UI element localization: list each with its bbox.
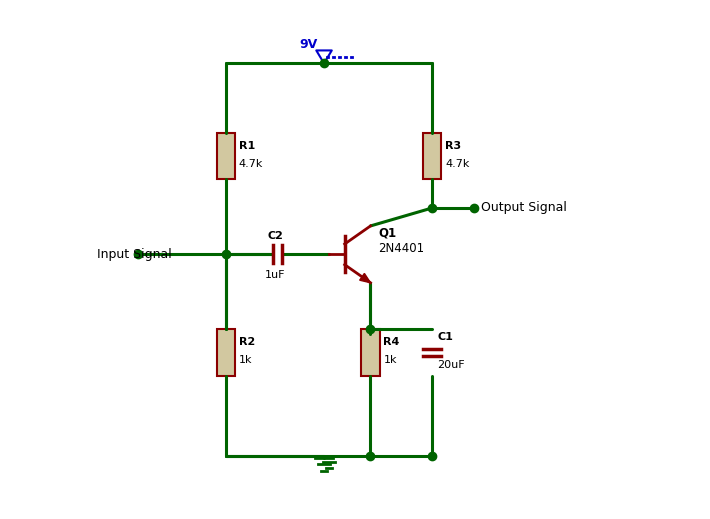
Text: C1: C1 [437,332,454,342]
Bar [217,329,235,376]
Text: R3: R3 [445,141,462,151]
Text: R4: R4 [383,337,400,347]
Bar [361,329,380,376]
Text: Input Signal: Input Signal [97,248,172,261]
Bar [423,133,442,180]
Text: 2N4401: 2N4401 [378,242,425,255]
Text: Q1: Q1 [378,226,396,239]
Text: 4.7k: 4.7k [445,159,470,169]
Text: 1k: 1k [239,355,252,365]
Text: 1k: 1k [383,355,397,365]
Text: 20uF: 20uF [437,360,465,370]
Text: Output Signal: Output Signal [481,201,567,214]
Bar [217,133,235,180]
Text: 9V: 9V [300,38,317,51]
Text: R2: R2 [239,337,255,347]
Text: C2: C2 [267,231,283,241]
Text: 4.7k: 4.7k [239,159,263,169]
Text: R1: R1 [239,141,255,151]
Text: 1uF: 1uF [265,269,285,280]
Polygon shape [360,274,371,283]
